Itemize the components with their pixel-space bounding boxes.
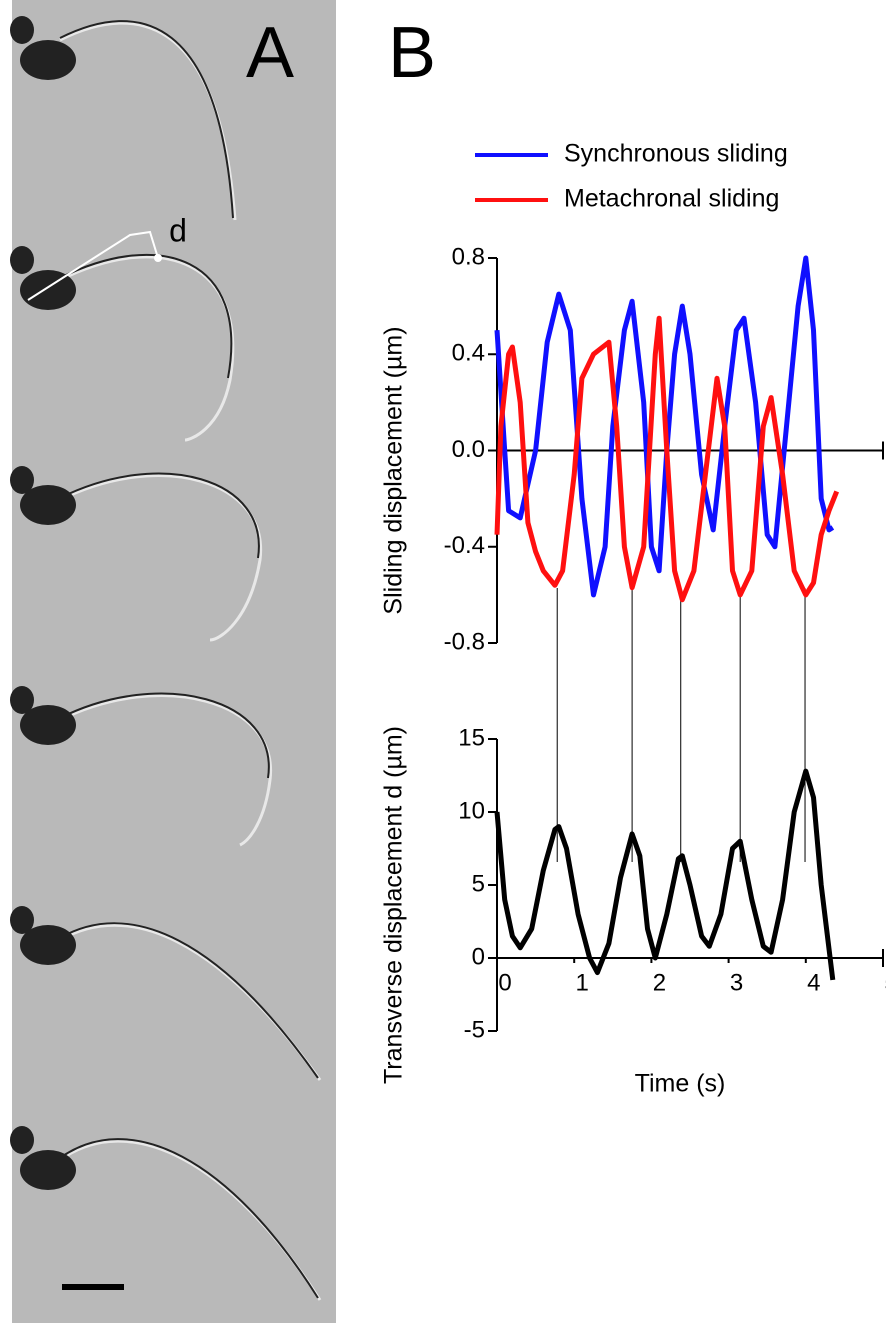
series-line [494, 255, 835, 598]
x-tick-label: 3 [730, 969, 743, 996]
y-tick-label: -5 [464, 1016, 485, 1043]
y-axis-label: Sliding displacement (µm) [380, 326, 408, 614]
legend-label: Metachronal sliding [564, 185, 779, 213]
y-axis-label: Transverse displacement d (µm) [380, 726, 408, 1084]
series-line [494, 768, 836, 981]
x-tick-label: 5 [884, 969, 886, 996]
panel-label: A [246, 13, 294, 93]
x-tick-label: 2 [653, 969, 666, 996]
y-tick-label: -0.4 [444, 532, 485, 559]
y-tick-label: 0.8 [452, 243, 485, 270]
y-tick-label: -0.8 [444, 628, 485, 655]
y-tick-label: 10 [458, 797, 485, 824]
x-tick-label: 1 [576, 969, 589, 996]
x-axis-label: Time (s) [635, 1070, 726, 1098]
series-line [494, 315, 840, 603]
y-tick-label: 15 [458, 724, 485, 751]
x-tick-label: 0 [498, 969, 511, 996]
x-tick-label: 4 [807, 969, 820, 996]
y-tick-label: 0 [472, 943, 485, 970]
y-tick-label: 0.0 [452, 436, 485, 463]
d-label: d [169, 212, 187, 248]
y-tick-label: 0.4 [452, 340, 485, 367]
panel-label: B [388, 13, 436, 93]
y-tick-label: 5 [472, 870, 485, 897]
legend-label: Synchronous sliding [564, 140, 788, 168]
micrographs: A d [10, 0, 336, 1323]
